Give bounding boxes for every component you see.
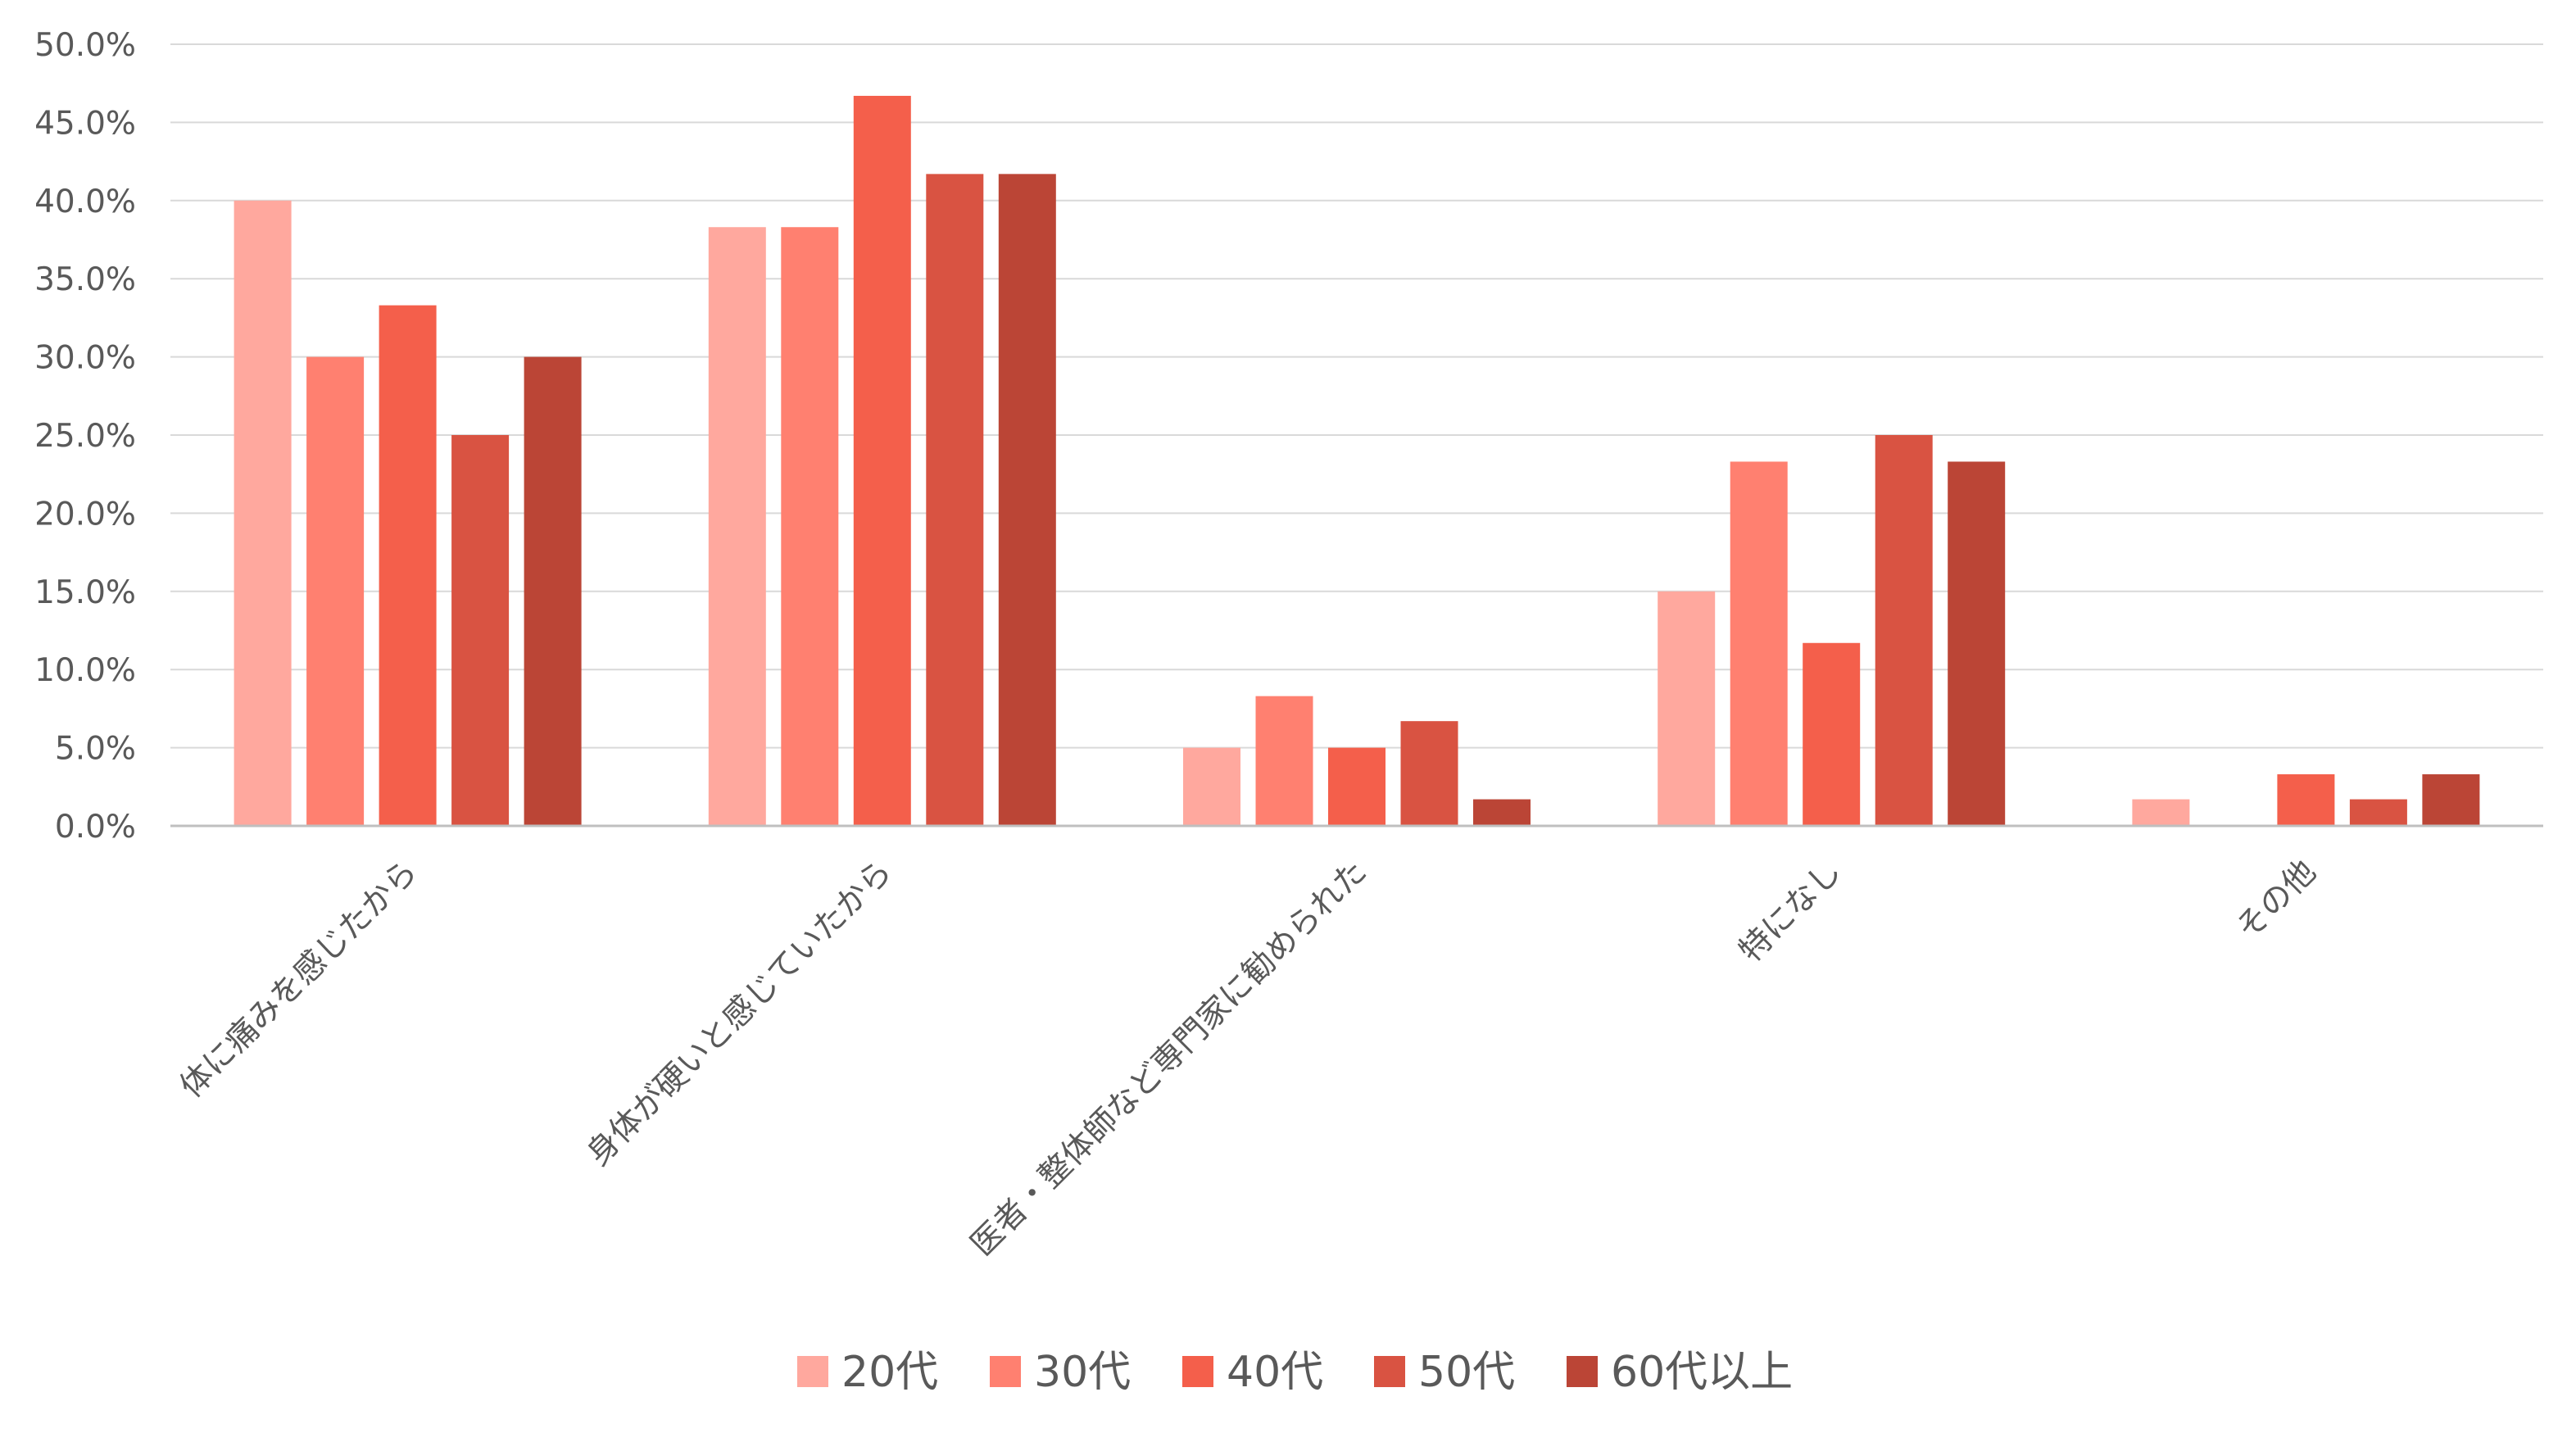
bar <box>781 227 839 827</box>
y-tick-label: 20.0% <box>34 496 136 533</box>
bar <box>524 356 582 827</box>
bar <box>2277 774 2335 826</box>
legend-label: 40代 <box>1227 1348 1323 1397</box>
x-category-label: 特になし <box>1732 853 1848 969</box>
legend-label: 20代 <box>841 1348 938 1397</box>
legend-label: 60代以上 <box>1611 1348 1793 1397</box>
bar <box>234 200 292 827</box>
bar <box>1473 799 1531 826</box>
y-tick-label: 15.0% <box>34 574 136 611</box>
bar <box>926 174 984 826</box>
x-category-label: 医者・整体師など専門家に勧められた <box>964 853 1374 1263</box>
x-category-label: 体に痛みを感じたから <box>173 853 425 1105</box>
bar <box>2132 799 2190 826</box>
bar <box>1730 461 1788 826</box>
legend-label: 30代 <box>1034 1348 1131 1397</box>
bar <box>1400 721 1458 826</box>
y-tick-label: 5.0% <box>55 731 136 768</box>
legend-swatch <box>797 1356 828 1387</box>
y-tick-label: 40.0% <box>34 184 136 220</box>
legend-swatch <box>990 1356 1021 1387</box>
bar <box>1803 642 1861 826</box>
bar <box>451 435 510 826</box>
y-tick-label: 30.0% <box>34 340 136 377</box>
bar <box>1948 461 2006 826</box>
bar <box>379 305 437 826</box>
y-tick-label: 10.0% <box>34 652 136 689</box>
y-tick-label: 25.0% <box>34 418 136 455</box>
legend-label: 50代 <box>1418 1348 1515 1397</box>
y-tick-label: 50.0% <box>34 27 136 64</box>
legend: 20代 30代 40代 50代 60代以上 <box>797 1348 1793 1397</box>
category-labels: 体に痛みを感じたから 身体が硬いと感じていたから 医者・整体師など専門家に勧められた… <box>173 853 2323 1263</box>
legend-swatch <box>1374 1356 1405 1387</box>
bar <box>2349 799 2407 826</box>
bar <box>1183 747 1240 826</box>
bar <box>998 174 1056 826</box>
bar <box>1255 696 1313 826</box>
y-tick-label: 45.0% <box>34 105 136 142</box>
y-tick-label: 0.0% <box>55 809 136 846</box>
bar <box>1658 591 1716 826</box>
legend-swatch <box>1567 1356 1598 1387</box>
x-category-label: その他 <box>2229 853 2324 947</box>
y-axis-tick-labels: 0.0% 5.0% 10.0% 15.0% 20.0% 25.0% 30.0% 35.0% 40… <box>34 27 136 846</box>
bar <box>1875 435 1933 826</box>
bar <box>853 95 911 827</box>
y-tick-label: 35.0% <box>34 261 136 298</box>
bars <box>234 95 2480 827</box>
bar <box>1328 747 1386 826</box>
legend-swatch <box>1182 1356 1213 1387</box>
x-category-label: 身体が硬いと感じていたから <box>580 853 900 1172</box>
bar <box>2422 774 2480 826</box>
bar <box>306 356 365 827</box>
bar <box>708 227 766 827</box>
